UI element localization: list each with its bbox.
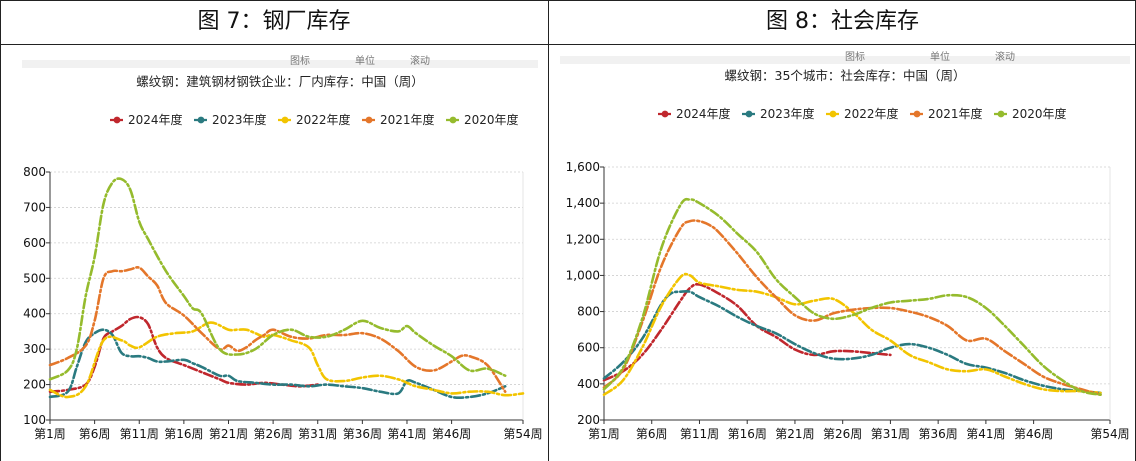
x-tick-label: 第36周 bbox=[343, 427, 382, 441]
caption-figure-8: 图 8：社会库存 bbox=[766, 9, 919, 34]
x-tick-label: 第11周 bbox=[680, 427, 719, 441]
y-tick-label: 400 bbox=[23, 307, 46, 321]
legend-item: 2020年度 bbox=[446, 112, 519, 127]
legend-item: 2024年度 bbox=[110, 112, 183, 127]
y-tick-label: 1,000 bbox=[566, 268, 600, 282]
chart-title: 螺纹钢：建筑钢材钢铁企业：厂内库存：中国（周） bbox=[136, 74, 424, 89]
legend-label: 2024年度 bbox=[128, 112, 183, 127]
x-tick-label: 第1周 bbox=[34, 427, 66, 441]
x-tick-label: 第54周 bbox=[503, 427, 542, 441]
x-tick-label: 第31周 bbox=[298, 427, 337, 441]
x-tick-label: 第41周 bbox=[966, 427, 1005, 441]
series-line-2024年度 bbox=[48, 315, 319, 393]
legend-item: 2024年度 bbox=[658, 106, 731, 121]
series-line-2022年度 bbox=[602, 272, 1102, 396]
x-tick-label: 第26周 bbox=[823, 427, 862, 441]
legend-label: 2023年度 bbox=[760, 106, 815, 121]
y-tick-label: 800 bbox=[23, 165, 46, 179]
legend-swatch-dot bbox=[197, 116, 205, 124]
x-tick-label: 第41周 bbox=[387, 427, 426, 441]
y-tick-label: 200 bbox=[577, 413, 600, 427]
legend-swatch-dot bbox=[281, 116, 289, 124]
y-tick-label: 800 bbox=[577, 305, 600, 319]
y-tick-label: 300 bbox=[23, 342, 46, 356]
legend-label: 2020年度 bbox=[464, 112, 519, 127]
legend-swatch-dot bbox=[829, 110, 837, 118]
legend-label: 2022年度 bbox=[844, 106, 899, 121]
y-tick-label: 600 bbox=[23, 236, 46, 250]
legend-label: 2021年度 bbox=[928, 106, 983, 121]
legend-label: 2023年度 bbox=[212, 112, 267, 127]
x-tick-label: 第21周 bbox=[775, 427, 814, 441]
y-tick-label: 700 bbox=[23, 200, 46, 214]
legend-item: 2022年度 bbox=[278, 112, 351, 127]
chart-title: 螺纹钢：35个城市：社会库存：中国（周） bbox=[725, 68, 966, 83]
x-tick-label: 第31周 bbox=[871, 427, 910, 441]
toolbar-clipped-label: 单位 bbox=[930, 50, 950, 63]
x-tick-label: 第16周 bbox=[728, 427, 767, 441]
legend-swatch-dot bbox=[113, 116, 121, 124]
x-tick-label: 第6周 bbox=[79, 427, 111, 441]
series-line-2023年度 bbox=[48, 328, 507, 399]
legend-item: 2023年度 bbox=[742, 106, 815, 121]
toolbar-clipped-label: 图标 bbox=[845, 51, 865, 63]
legend-label: 2020年度 bbox=[1012, 106, 1067, 121]
legend-swatch-dot bbox=[997, 110, 1005, 118]
series-line-2023年度 bbox=[602, 289, 1102, 395]
series-line-2021年度 bbox=[48, 266, 507, 393]
x-tick-label: 第46周 bbox=[432, 427, 471, 441]
x-tick-label: 第11周 bbox=[120, 427, 159, 441]
toolbar-clipped-label: 滚动 bbox=[410, 54, 430, 67]
toolbar-strip bbox=[560, 56, 1130, 64]
toolbar-clipped-label: 单位 bbox=[355, 54, 375, 67]
legend-item: 2022年度 bbox=[826, 106, 899, 121]
series-line-2020年度 bbox=[602, 197, 1102, 396]
legend-item: 2020年度 bbox=[994, 106, 1067, 121]
series-line-2021年度 bbox=[602, 219, 1102, 396]
series-line-2020年度 bbox=[48, 177, 507, 381]
legend-swatch-dot bbox=[913, 110, 921, 118]
legend-label: 2021年度 bbox=[380, 112, 435, 127]
x-tick-label: 第54周 bbox=[1090, 427, 1129, 441]
legend-item: 2021年度 bbox=[362, 112, 435, 127]
y-tick-label: 600 bbox=[577, 341, 600, 355]
y-tick-label: 1,200 bbox=[566, 232, 600, 246]
x-tick-label: 第6周 bbox=[636, 427, 668, 441]
x-tick-label: 第36周 bbox=[919, 427, 958, 441]
y-tick-label: 1,400 bbox=[566, 196, 600, 210]
toolbar-clipped-label: 滚动 bbox=[995, 50, 1015, 63]
y-tick-label: 1,600 bbox=[566, 160, 600, 174]
legend-swatch-dot bbox=[365, 116, 373, 124]
y-tick-label: 200 bbox=[23, 378, 46, 392]
legend-item: 2021年度 bbox=[910, 106, 983, 121]
caption-figure-7: 图 7：钢厂库存 bbox=[197, 9, 351, 34]
toolbar-strip bbox=[22, 60, 538, 68]
y-tick-label: 100 bbox=[23, 413, 46, 427]
x-tick-label: 第46周 bbox=[1014, 427, 1053, 441]
legend-swatch-dot bbox=[745, 110, 753, 118]
legend-item: 2023年度 bbox=[194, 112, 267, 127]
x-tick-label: 第1周 bbox=[588, 427, 620, 441]
legend-label: 2024年度 bbox=[676, 106, 731, 121]
legend-label: 2022年度 bbox=[296, 112, 351, 127]
y-tick-label: 400 bbox=[577, 377, 600, 391]
legend-swatch-dot bbox=[449, 116, 457, 124]
x-tick-label: 第26周 bbox=[253, 427, 292, 441]
legend-swatch-dot bbox=[661, 110, 669, 118]
toolbar-clipped-label: 图标 bbox=[290, 55, 310, 67]
x-tick-label: 第21周 bbox=[209, 427, 248, 441]
series-line-2024年度 bbox=[602, 282, 892, 382]
y-tick-label: 500 bbox=[23, 271, 46, 285]
x-tick-label: 第16周 bbox=[164, 427, 203, 441]
